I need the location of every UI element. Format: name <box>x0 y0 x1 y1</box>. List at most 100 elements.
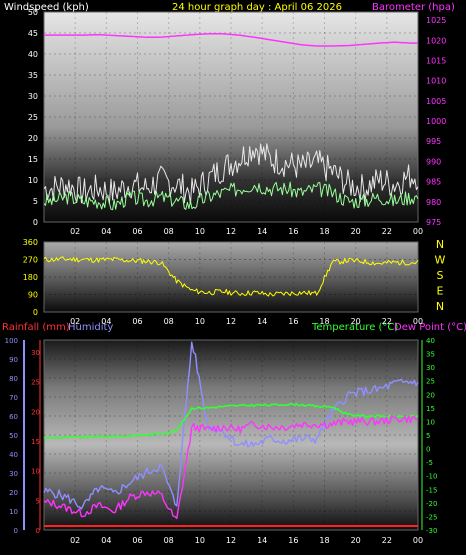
dewpoint-series-line <box>43 414 419 520</box>
temperature-tick-label: 5 <box>426 432 430 440</box>
temperature-tick-label: -10 <box>426 473 437 481</box>
temperature-tick-label: 20 <box>426 391 435 399</box>
temperature-tick-label: -15 <box>426 486 437 494</box>
panel-3-frame <box>43 339 419 531</box>
rainfall-tick-label: 25 <box>31 379 40 387</box>
windspeed-axis-label: Windspeed (kph) <box>4 2 89 13</box>
windspeed-tick-label: 40 <box>28 50 38 59</box>
temperature-tick-label: 15 <box>426 405 435 413</box>
panel-1-x-tick-label: 08 <box>164 227 174 236</box>
humidity-tick-label: 0 <box>14 527 18 535</box>
barometer-tick-label: 985 <box>426 178 441 187</box>
rainfall-tick-label: 0 <box>36 527 40 535</box>
panel-1-x-tick-label: 04 <box>101 227 111 236</box>
panel-2-background <box>44 242 418 312</box>
rainfall-axis-label: Rainfall (mm) <box>2 322 70 333</box>
panel-3-background <box>44 340 418 530</box>
wind-direction-series-line <box>43 256 419 297</box>
barometer-tick-label: 1000 <box>426 117 446 126</box>
barometer-tick-label: 1025 <box>426 16 446 25</box>
panel-3-x-tick-label: 00 <box>413 536 423 545</box>
temperature-tick-label: 10 <box>426 418 435 426</box>
panel-2-x-tick-label: 08 <box>164 317 174 326</box>
temperature-tick-label: 40 <box>426 337 435 345</box>
compass-label: N <box>436 238 444 251</box>
barometer-tick-label: 1005 <box>426 97 446 106</box>
panel-1-x-tick-label: 10 <box>195 227 205 236</box>
panel-2-x-tick-label: 04 <box>101 317 111 326</box>
temperature-tick-label: 30 <box>426 364 435 372</box>
panel-3-x-tick-label: 08 <box>164 536 174 545</box>
humidity-tick-label: 40 <box>9 451 18 459</box>
humidity-axis-label: Humidity <box>68 322 113 333</box>
panel-1-x-tick-label: 12 <box>226 227 236 236</box>
windspeed-tick-label: 45 <box>28 29 38 38</box>
direction-tick-label: 180 <box>23 273 38 282</box>
panel-2-x-tick-label: 10 <box>195 317 205 326</box>
panel-3-x-tick-label: 10 <box>195 536 205 545</box>
panel-2-x-tick-label: 00 <box>413 317 423 326</box>
humidity-tick-label: 80 <box>9 375 18 383</box>
rainfall-tick-label: 30 <box>31 349 40 357</box>
compass-label: S <box>437 269 444 282</box>
panel-2-x-tick-label: 18 <box>319 317 329 326</box>
panel-3-x-tick-label: 14 <box>257 536 267 545</box>
panel-2-x-tick-label: 16 <box>288 317 298 326</box>
temperature-series-line <box>43 402 419 440</box>
temperature-tick-label: -25 <box>426 513 437 521</box>
panel-3-x-tick-label: 18 <box>319 536 329 545</box>
gust-series-line <box>43 143 419 205</box>
temperature-tick-label: 0 <box>426 446 430 454</box>
panel-1-background <box>44 12 418 222</box>
panel-3-x-tick-label: 20 <box>351 536 361 545</box>
windspeed-tick-label: 15 <box>28 155 38 164</box>
panel-1-x-tick-label: 14 <box>257 227 267 236</box>
panel-1-x-tick-label: 06 <box>132 227 142 236</box>
barometer-tick-label: 1010 <box>426 77 446 86</box>
panel-2-x-tick-label: 06 <box>132 317 142 326</box>
windspeed-tick-label: 30 <box>28 92 38 101</box>
direction-tick-label: 0 <box>33 308 38 317</box>
panel-3-x-tick-label: 12 <box>226 536 236 545</box>
temperature-axis-label: Temperature (°C) <box>311 322 398 333</box>
rainfall-tick-label: 5 <box>36 497 40 505</box>
windspeed-tick-label: 25 <box>28 113 38 122</box>
panel-1-x-tick-label: 02 <box>70 227 80 236</box>
barometer-series-line <box>44 33 418 47</box>
windspeed-tick-label: 20 <box>28 134 38 143</box>
humidity-tick-label: 20 <box>9 489 18 497</box>
barometer-tick-label: 980 <box>426 198 441 207</box>
humidity-tick-label: 10 <box>9 508 18 516</box>
direction-tick-label: 360 <box>23 238 38 247</box>
windspeed-tick-label: 5 <box>33 197 38 206</box>
windspeed-tick-label: 50 <box>28 8 38 17</box>
temperature-tick-label: 25 <box>426 378 435 386</box>
panel-1-x-tick-label: 18 <box>319 227 329 236</box>
panel-3-x-tick-label: 16 <box>288 536 298 545</box>
humidity-tick-label: 30 <box>9 470 18 478</box>
barometer-tick-label: 1020 <box>426 36 446 45</box>
panel-1-x-tick-label: 00 <box>413 227 423 236</box>
temperature-tick-label: -20 <box>426 500 437 508</box>
compass-label: N <box>436 300 444 313</box>
windspeed-tick-label: 10 <box>28 176 38 185</box>
panel-1-x-tick-label: 16 <box>288 227 298 236</box>
direction-tick-label: 270 <box>23 256 38 265</box>
panel-3-x-tick-label: 22 <box>382 536 392 545</box>
compass-label: E <box>437 285 444 298</box>
barometer-tick-label: 975 <box>426 218 441 227</box>
panel-2-x-tick-label: 02 <box>70 317 80 326</box>
temperature-tick-label: -5 <box>426 459 433 467</box>
rainfall-tick-label: 20 <box>31 408 40 416</box>
humidity-tick-label: 100 <box>5 337 18 345</box>
humidity-tick-label: 90 <box>9 356 18 364</box>
barometer-tick-label: 990 <box>426 157 441 166</box>
panel-2-x-tick-label: 22 <box>382 317 392 326</box>
panel-1-frame <box>43 11 419 223</box>
average-wind-series-line <box>43 181 419 211</box>
panel-2-frame <box>43 241 419 313</box>
barometer-axis-label: Barometer (hpa) <box>372 2 455 13</box>
panel-1-x-tick-label: 20 <box>351 227 361 236</box>
